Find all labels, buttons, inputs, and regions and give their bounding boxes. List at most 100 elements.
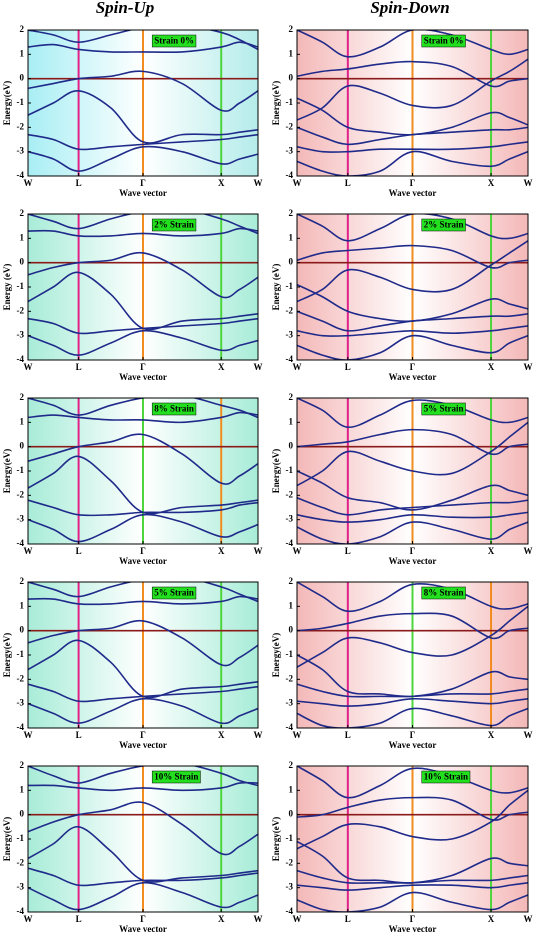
- band: [297, 141, 528, 153]
- plot-area: [297, 766, 528, 912]
- band: [297, 150, 528, 176]
- x-tick-label: L: [345, 730, 351, 740]
- band: [297, 796, 528, 821]
- y-axis-label: Energy(eV): [2, 633, 12, 678]
- y-tick-label: -3: [286, 330, 294, 340]
- x-tick-label: W: [254, 546, 263, 556]
- plot-area: [28, 30, 258, 176]
- y-tick-label: -4: [286, 538, 294, 548]
- x-tick-label: X: [218, 362, 225, 372]
- y-tick-label: -2: [286, 673, 294, 683]
- band: [28, 867, 258, 887]
- x-tick-label: Γ: [140, 546, 146, 556]
- x-tick-label: X: [218, 730, 225, 740]
- x-tick-label: W: [524, 730, 533, 740]
- y-tick-label: -1: [286, 281, 294, 291]
- band: [28, 70, 258, 112]
- band: [28, 781, 258, 792]
- y-axis-label: Energy(eV): [271, 633, 281, 678]
- band: [297, 497, 528, 516]
- band: [297, 582, 528, 613]
- band: [297, 30, 528, 58]
- x-tick-label: Γ: [140, 178, 146, 188]
- band: [297, 421, 528, 487]
- band: [28, 411, 258, 424]
- x-tick-label: W: [524, 546, 533, 556]
- x-tick-label: W: [24, 730, 33, 740]
- band: [297, 334, 528, 360]
- strain-label: 8% Strain: [154, 404, 194, 414]
- x-axis-label: Wave vector: [119, 188, 167, 198]
- band: [28, 513, 258, 543]
- y-axis-label: Energy (eV): [271, 264, 281, 311]
- band: [297, 612, 528, 640]
- strain-badge: [151, 586, 197, 600]
- strain-label: 10% Strain: [154, 772, 198, 782]
- y-tick-label: -2: [17, 673, 25, 683]
- band: [297, 766, 528, 799]
- x-tick-label: W: [24, 914, 33, 924]
- y-tick-label: 0: [289, 441, 294, 451]
- band: [28, 766, 258, 787]
- strain-label: Strain 0%: [154, 36, 194, 46]
- x-axis-label: Wave vector: [389, 188, 437, 198]
- band: [297, 60, 528, 88]
- y-tick-label: -2: [17, 489, 25, 499]
- y-tick-label: -3: [17, 330, 25, 340]
- y-tick-label: -1: [17, 465, 25, 475]
- strain-badge: [421, 770, 471, 784]
- x-tick-label: L: [76, 178, 82, 188]
- x-tick-label: W: [293, 178, 302, 188]
- x-tick-label: X: [488, 730, 495, 740]
- y-tick-label: 0: [289, 73, 294, 83]
- y-tick-label: -4: [286, 906, 294, 916]
- y-tick-label: -3: [17, 882, 25, 892]
- band: [28, 329, 258, 356]
- band: [28, 251, 258, 299]
- plot-area: [28, 214, 258, 360]
- x-tick-label: W: [24, 546, 33, 556]
- band: [28, 30, 258, 51]
- band: [297, 428, 528, 456]
- y-tick-label: -1: [286, 97, 294, 107]
- plot-area: [28, 766, 258, 912]
- x-tick-label: L: [345, 362, 351, 372]
- plot-area: [297, 582, 528, 728]
- strain-badge: [151, 402, 197, 416]
- band: [28, 697, 258, 725]
- band: [297, 707, 528, 728]
- y-tick-label: -4: [17, 538, 25, 548]
- y-tick-label: 2: [289, 760, 294, 770]
- x-axis-label: Wave vector: [389, 740, 437, 750]
- y-tick-label: -4: [17, 354, 25, 364]
- x-axis-label: Wave vector: [389, 556, 437, 566]
- y-tick-label: -2: [286, 305, 294, 315]
- x-tick-label: L: [76, 362, 82, 372]
- y-tick-label: -3: [286, 514, 294, 524]
- y-tick-label: -2: [17, 305, 25, 315]
- x-tick-label: Γ: [410, 362, 416, 372]
- y-tick-label: -4: [17, 906, 25, 916]
- column-title: Spin-Down: [370, 0, 449, 17]
- y-tick-label: -2: [17, 121, 25, 131]
- y-tick-label: 2: [20, 208, 25, 218]
- y-tick-label: -4: [17, 170, 25, 180]
- x-tick-label: L: [76, 546, 82, 556]
- y-tick-label: -4: [286, 170, 294, 180]
- band: [28, 499, 258, 517]
- column-title: Spin-Up: [96, 0, 155, 17]
- y-tick-label: -1: [17, 97, 25, 107]
- x-tick-label: W: [524, 914, 533, 924]
- band: [297, 521, 528, 544]
- y-tick-label: 2: [289, 576, 294, 586]
- band: [28, 881, 258, 911]
- x-tick-label: L: [345, 914, 351, 924]
- y-tick-label: 2: [289, 24, 294, 34]
- band: [297, 605, 528, 668]
- band: [28, 214, 258, 235]
- y-tick-label: 0: [20, 73, 25, 83]
- y-tick-label: -4: [286, 722, 294, 732]
- x-tick-label: W: [524, 362, 533, 372]
- band: [297, 58, 528, 121]
